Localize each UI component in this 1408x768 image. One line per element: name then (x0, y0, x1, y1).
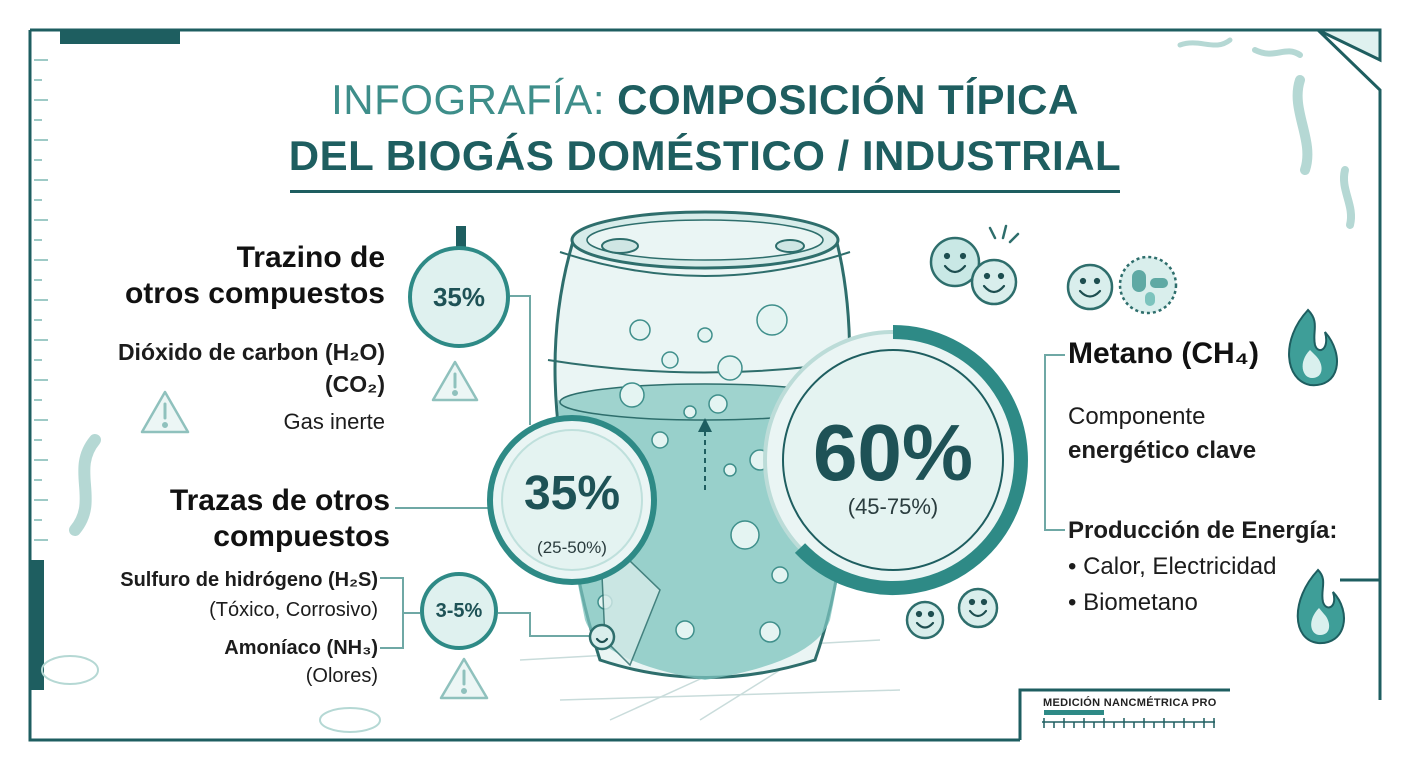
left-top-heading-line1: Trazino de (236, 241, 385, 274)
footer-ruler (1042, 718, 1215, 728)
smiling-microbe-icon (588, 236, 1114, 651)
warning-marks (162, 372, 467, 694)
title-underline (290, 190, 1120, 193)
left-top-heading: Trazino de otros compuestos (100, 240, 385, 312)
bacteria-icon (1118, 255, 1178, 315)
methane-desc-line1: Componente (1068, 403, 1206, 430)
title-main: COMPOSICIÓN TÍPICA (617, 76, 1079, 123)
co2-compound-line2: (CO₂) (324, 371, 385, 397)
frame-accent-top (60, 30, 180, 44)
flame-icon-2 (1296, 568, 1345, 645)
left-mid-heading: Trazas de otros compuestos (100, 483, 390, 555)
co2-note: Gas inerte (283, 409, 386, 434)
nh3-note: (Olores) (305, 665, 378, 687)
title-line-1: INFOGRAFÍA: COMPOSICIÓN TÍPICA (230, 72, 1180, 128)
co2-percent-circle (487, 415, 657, 585)
h2s-note: (Tóxico, Corrosivo) (209, 599, 378, 621)
methane-name: Metano (CH₄) (1068, 337, 1259, 370)
connector-lines (380, 295, 1065, 649)
energy-heading: Producción de Energía: (1068, 517, 1338, 544)
h2s-label: Sulfuro de hidrógeno (H₂S) (120, 569, 378, 591)
title-block: INFOGRAFÍA: COMPOSICIÓN TÍPICA DEL BIOGÁ… (230, 72, 1180, 193)
frame-bottom-right (1018, 578, 1380, 740)
nh3-label: Amoníaco (NH₃) (224, 637, 378, 659)
co2-range: (25-50%) (537, 538, 607, 557)
smile-faces (595, 252, 1102, 644)
footer-badge: MEDICIÓN NANCMÉTRICA PRO (1043, 697, 1217, 709)
left-top-heading-line2: otros compuestos (124, 277, 385, 310)
co2-percent: 35% (523, 467, 621, 520)
left-mid-heading-line2: compuestos (213, 520, 390, 553)
co2-compound-line1: Dióxido de carbon (H₂O) (117, 339, 385, 365)
sparkle-lines (988, 224, 1020, 244)
title-prefix: INFOGRAFÍA: (331, 76, 618, 123)
ruler-left (34, 59, 48, 541)
trace-badge: 3-5% (420, 572, 498, 650)
frame-border (28, 28, 1382, 742)
frame-accent-left (30, 560, 44, 690)
methane-desc-line2: energético clave (1068, 437, 1257, 464)
left-mid-heading-line1: Trazas de otros (169, 484, 390, 517)
footer-bar (1044, 710, 1104, 715)
energy-item-2: • Biometano (1068, 589, 1198, 616)
methane-percent-circle (763, 325, 1028, 595)
methane-percent: 60% (812, 408, 974, 497)
title-line-2: DEL BIOGÁS DOMÉSTICO / INDUSTRIAL (288, 132, 1122, 179)
methane-range: (45-75%) (847, 494, 939, 519)
gauge-tick (456, 226, 466, 250)
flame-icon (1288, 308, 1338, 387)
bacteria-decor (41, 37, 1356, 733)
left-top-badge: 35% (408, 246, 510, 348)
energy-item-1: • Calor, Electricidad (1068, 553, 1277, 580)
